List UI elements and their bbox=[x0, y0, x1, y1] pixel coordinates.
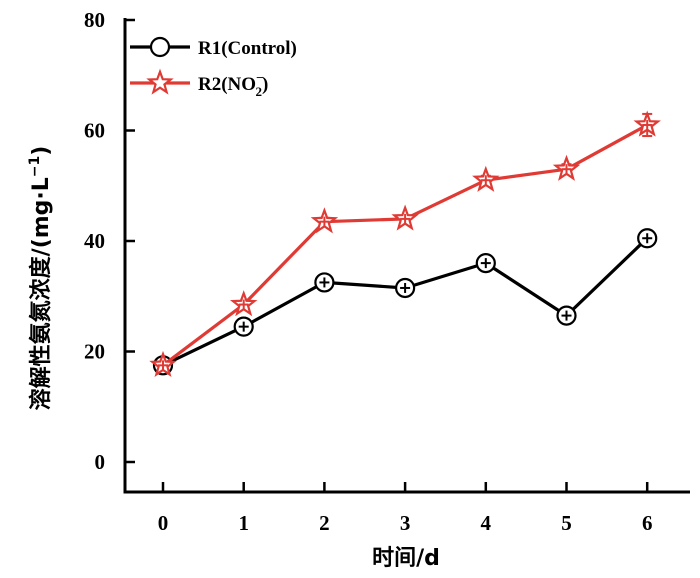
x-tick-label: 6 bbox=[642, 511, 653, 535]
y-tick-label: 80 bbox=[84, 8, 105, 32]
x-tick-label: 3 bbox=[400, 511, 411, 535]
chart-series bbox=[149, 110, 661, 377]
y-axis-title-close: ) bbox=[29, 146, 54, 156]
legend-item: R2(NO− 2) bbox=[130, 68, 268, 99]
x-axis-title: 时间/d bbox=[372, 546, 440, 571]
series-circle bbox=[152, 228, 658, 376]
legend-label-main: R1(Control) bbox=[198, 38, 297, 59]
y-tick-label: 40 bbox=[84, 229, 105, 253]
legend-marker bbox=[149, 36, 171, 58]
chart-legend: R1(Control) R2(NO− 2) bbox=[130, 36, 297, 99]
legend-label-close: ) bbox=[262, 74, 268, 95]
legend-marker bbox=[146, 68, 174, 95]
x-tick-label: 4 bbox=[481, 511, 492, 535]
legend-label-main: R2(NO bbox=[198, 74, 256, 95]
x-tick-label: 1 bbox=[238, 511, 249, 535]
legend-label: R1(Control) bbox=[198, 38, 297, 59]
legend-label: R2(NO− 2) bbox=[198, 70, 268, 99]
x-tick-label: 0 bbox=[158, 511, 169, 535]
x-tick-label: 2 bbox=[319, 511, 330, 535]
legend-label-sup: − bbox=[256, 70, 263, 85]
y-axis-title-main: 溶解性氨氮浓度/(mg·L bbox=[28, 177, 54, 410]
y-tick-label: 0 bbox=[95, 450, 106, 474]
series-star bbox=[149, 110, 661, 377]
legend-item: R1(Control) bbox=[130, 36, 297, 59]
y-tick-label: 60 bbox=[84, 119, 105, 143]
y-axis-title: 溶解性氨氮浓度/(mg·L−1) bbox=[27, 146, 54, 411]
chart-axes: 0 20 40 60 80 0 1 2 3 4 5 6 bbox=[84, 8, 690, 535]
y-axis-title-sup: −1 bbox=[27, 156, 43, 177]
legend-label-sub: 2 bbox=[255, 84, 262, 99]
x-tick-label: 5 bbox=[561, 511, 572, 535]
y-tick-label: 20 bbox=[84, 340, 105, 364]
